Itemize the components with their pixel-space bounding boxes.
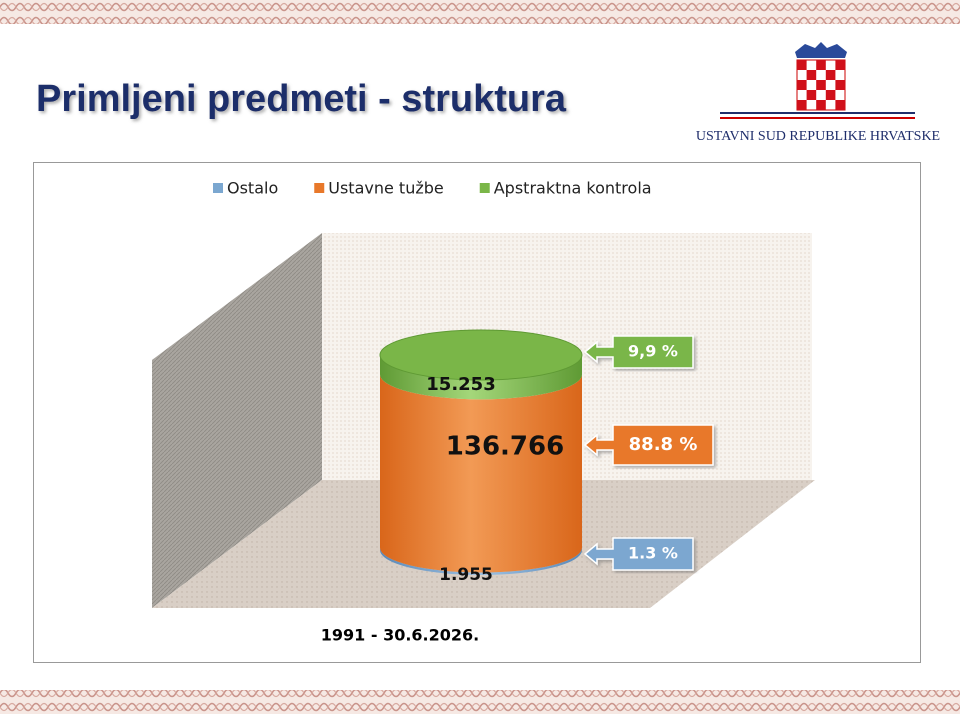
cylinder-segment — [380, 374, 582, 573]
logo-check — [806, 70, 817, 80]
bottom-border — [0, 690, 960, 714]
value-label: 15.253 — [426, 374, 495, 395]
logo-check — [806, 90, 817, 100]
logo-check — [816, 80, 826, 90]
legend-label: Ustavne tužbe — [328, 179, 443, 198]
callout-label: 1.3 % — [628, 544, 678, 563]
legend-swatch — [213, 183, 223, 193]
side-wall — [152, 233, 322, 608]
callout-label: 88.8 % — [629, 434, 698, 455]
callout-box — [583, 424, 714, 466]
category-label: 1991 - 30.6.2026. — [321, 626, 479, 645]
legend-label: Ostalo — [227, 179, 278, 198]
cylinder-segment — [380, 355, 582, 400]
slide-title: Primljeni predmeti - struktura — [36, 78, 567, 120]
logo-check — [835, 100, 845, 110]
logo-check — [797, 60, 807, 70]
logo-check — [835, 60, 845, 70]
logo-check — [797, 100, 807, 110]
value-label: 1.955 — [439, 565, 493, 585]
logo-check — [797, 80, 807, 90]
logo-check — [816, 60, 826, 70]
callout-label: 9,9 % — [628, 342, 678, 361]
cylinder-top — [379, 329, 583, 381]
legend-label: Apstraktna kontrola — [494, 179, 652, 198]
logo-check — [825, 90, 836, 100]
logo-text: USTAVNI SUD REPUBLIKE HRVATSKE — [696, 129, 940, 144]
logo-check — [816, 100, 826, 110]
logo-check — [835, 80, 845, 90]
legend-swatch — [314, 183, 325, 193]
callout-box — [583, 335, 694, 369]
logo-check — [825, 70, 836, 80]
top-border — [0, 0, 960, 24]
value-label: 136.766 — [446, 432, 564, 462]
callout-box — [583, 537, 694, 571]
logo: USTAVNI SUD REPUBLIKE HRVATSKE — [696, 42, 940, 144]
legend-swatch — [479, 183, 490, 193]
